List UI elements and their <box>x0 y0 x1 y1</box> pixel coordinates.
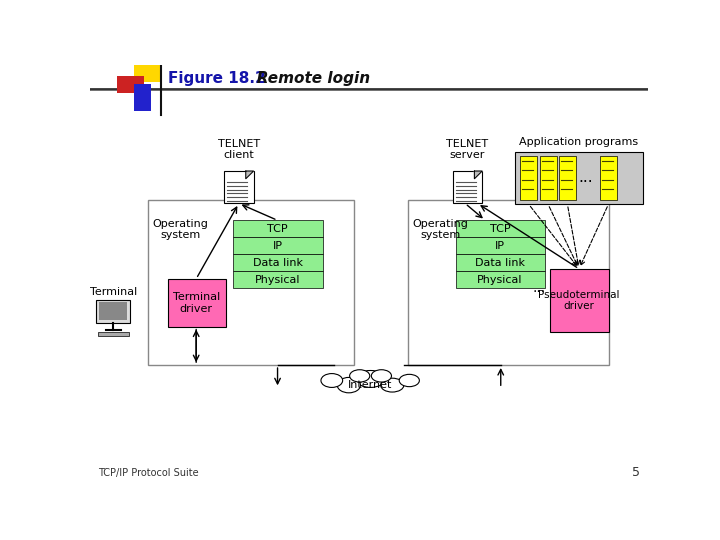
Text: Operating
system: Operating system <box>153 219 209 240</box>
Bar <box>453 171 482 204</box>
Bar <box>549 269 609 332</box>
Text: 5: 5 <box>632 467 640 480</box>
Ellipse shape <box>372 370 392 382</box>
Bar <box>600 156 617 200</box>
Text: ...: ... <box>579 171 593 186</box>
Text: Pseudoterminal
driver: Pseudoterminal driver <box>539 289 620 311</box>
Bar <box>117 76 144 93</box>
Bar <box>134 84 151 111</box>
Text: TCP: TCP <box>490 224 510 234</box>
Text: Application programs: Application programs <box>518 137 638 147</box>
Ellipse shape <box>399 374 419 387</box>
Bar <box>515 152 642 204</box>
Bar <box>456 237 545 254</box>
Bar <box>90 65 648 90</box>
Bar <box>233 271 323 288</box>
Text: Internet: Internet <box>348 380 392 390</box>
Text: Physical: Physical <box>255 275 300 285</box>
Text: TCP: TCP <box>267 224 288 234</box>
Bar <box>99 302 127 320</box>
Bar <box>539 156 557 200</box>
Text: TCP/IP Protocol Suite: TCP/IP Protocol Suite <box>98 468 199 478</box>
Polygon shape <box>246 171 253 179</box>
Text: ...: ... <box>533 281 546 295</box>
Text: TELNET
server: TELNET server <box>446 139 488 160</box>
Bar <box>559 156 576 200</box>
Bar <box>134 65 161 82</box>
Bar <box>98 332 129 336</box>
Bar <box>408 200 609 365</box>
Bar <box>456 220 545 237</box>
Text: Physical: Physical <box>477 275 523 285</box>
Text: Terminal
driver: Terminal driver <box>173 292 220 314</box>
Text: Data link: Data link <box>475 258 525 268</box>
Bar <box>233 254 323 271</box>
Ellipse shape <box>381 378 404 392</box>
Ellipse shape <box>356 370 385 387</box>
Ellipse shape <box>321 374 343 387</box>
Bar <box>168 279 225 327</box>
Text: Data link: Data link <box>253 258 302 268</box>
Text: Remote login: Remote login <box>241 71 370 86</box>
Polygon shape <box>474 171 482 179</box>
Bar <box>520 156 537 200</box>
Bar <box>233 237 323 254</box>
Bar <box>233 220 323 237</box>
Text: Operating
system: Operating system <box>413 219 468 240</box>
Text: IP: IP <box>495 241 505 251</box>
Text: IP: IP <box>273 241 282 251</box>
Ellipse shape <box>350 370 370 382</box>
Text: Terminal: Terminal <box>89 287 137 297</box>
Bar <box>96 300 130 323</box>
Ellipse shape <box>337 377 361 393</box>
Bar <box>456 271 545 288</box>
Text: TELNET
client: TELNET client <box>217 139 260 160</box>
Bar <box>148 200 354 365</box>
Bar <box>456 254 545 271</box>
Bar <box>224 171 253 204</box>
Text: Figure 18.2: Figure 18.2 <box>168 71 265 86</box>
